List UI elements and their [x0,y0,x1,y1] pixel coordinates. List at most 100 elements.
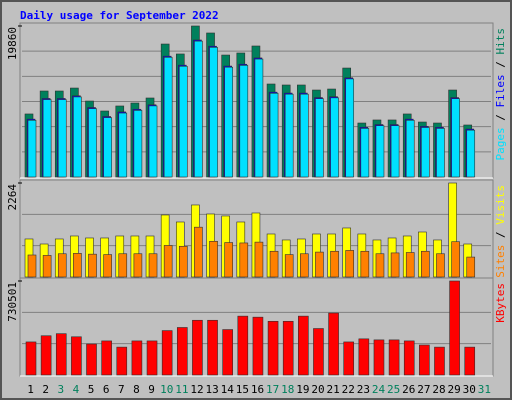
bar [254,58,264,178]
bar [419,344,430,376]
bar [436,253,445,278]
legend-entry: Files [494,74,507,107]
bar [315,98,324,178]
bar [73,96,82,178]
x-tick-label: 17 [266,383,279,396]
bar [73,253,82,278]
bar [388,339,400,376]
chart-title: Daily usage for September 2022 [20,9,219,22]
bar [55,333,67,376]
bar [269,250,279,278]
bar [375,253,385,278]
bar [118,253,128,278]
x-tick-label: 23 [357,383,370,396]
bar [178,65,188,178]
bar [209,240,218,278]
bar [254,241,264,278]
x-tick-label: 8 [133,383,140,396]
x-tick-label: 6 [103,383,110,396]
bar [163,245,173,278]
legend: Pages / Files / Hits [494,28,507,161]
bar [421,250,430,278]
y-tick-label: 730501 [6,282,19,322]
bar [161,330,173,376]
x-tick-label: 16 [251,383,264,396]
bar [315,251,324,278]
bar [330,250,339,278]
bar [343,341,355,376]
bar [464,346,476,376]
bar [27,254,37,278]
bar [298,315,309,376]
bar [239,65,249,178]
bar [313,328,324,376]
bar [42,255,52,278]
bar [267,320,279,376]
x-tick-label: 3 [58,383,65,396]
bar [118,112,128,178]
x-tick-label: 1 [27,383,34,396]
bar [163,57,173,178]
bar [178,245,188,278]
bar [194,40,203,178]
bar [40,335,52,376]
bar [88,253,97,278]
bar [373,339,385,376]
x-tick-label: 7 [118,383,125,396]
bar [86,343,97,376]
x-tick-label: 18 [281,383,294,396]
legend-entry: Pages [494,127,507,160]
legend-separator: / [494,225,507,245]
bar [330,97,339,178]
bar [237,315,249,376]
bar [116,346,128,376]
bar [328,312,339,376]
bar [434,346,445,376]
bar [57,253,67,278]
bar [209,47,218,178]
x-tick-label: 12 [190,383,203,396]
y-tick-label: 2264 [6,184,19,211]
legend-entry: Sites [494,245,507,278]
x-tick-label: 25 [387,383,400,396]
bar [466,129,476,178]
legend: KBytes [494,283,507,323]
x-tick-label: 22 [342,383,355,396]
bar [176,327,188,376]
bar [131,340,143,376]
legend-entry: Hits [494,28,507,55]
x-tick-label: 30 [463,383,476,396]
bar [101,340,112,376]
x-tick-label: 9 [148,383,155,396]
y-tick-label: 19860 [6,27,19,60]
bar [300,93,309,178]
x-tick-label: 21 [327,383,340,396]
bar [405,252,415,278]
bar [133,110,143,178]
x-tick-label: 10 [160,383,173,396]
x-tick-label: 24 [372,383,386,396]
bar [148,253,158,278]
bar [405,119,415,178]
bar [269,92,279,178]
bar [466,256,476,278]
bar [27,119,37,178]
bar [146,340,158,376]
bar [390,252,400,278]
legend: Sites / Visits [494,185,507,278]
bar [88,108,97,178]
x-tick-label: 27 [417,383,430,396]
bar [436,128,445,178]
bar [103,117,112,178]
bar [71,336,82,376]
x-tick-label: 28 [432,383,445,396]
bar [42,99,52,178]
x-tick-label: 29 [448,383,461,396]
bar [222,329,233,376]
bar [224,66,233,178]
bar [252,316,264,376]
x-tick-label: 2 [42,383,49,396]
bar [403,340,415,376]
bar [282,320,294,376]
